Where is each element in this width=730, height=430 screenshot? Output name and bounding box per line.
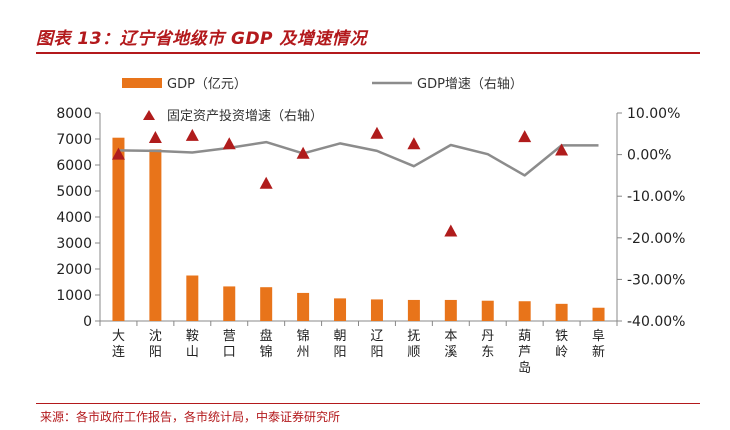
gdp-bar <box>186 275 199 321</box>
left-tick-label: 3000 <box>56 236 92 252</box>
left-tick-label: 8000 <box>56 106 92 122</box>
legend-growth-label: GDP增速（右轴） <box>417 77 523 92</box>
right-tick-label: -30.00% <box>627 272 685 288</box>
left-tick-label: 2000 <box>56 262 92 278</box>
gdp-bar <box>481 300 494 321</box>
investment-marker-series <box>111 126 569 237</box>
investment-growth-marker <box>148 130 162 143</box>
left-tick-label: 5000 <box>56 184 92 200</box>
category-label: 营口 <box>223 329 236 360</box>
category-label: 抚顺 <box>407 329 420 360</box>
investment-growth-marker <box>259 176 273 189</box>
growth-line-series <box>118 140 599 177</box>
gdp-bar <box>370 299 383 321</box>
investment-growth-marker <box>555 143 569 156</box>
right-tick-label: 0.00% <box>627 148 671 164</box>
category-label: 辽阳 <box>370 329 383 360</box>
gdp-bar <box>334 298 347 321</box>
gdp-bar <box>407 299 420 321</box>
left-tick-label: 7000 <box>56 132 92 148</box>
category-label: 朝阳 <box>334 329 347 360</box>
gdp-bar <box>149 149 162 321</box>
investment-growth-marker <box>185 128 199 141</box>
category-label: 阜新 <box>592 328 605 360</box>
category-label: 铁岭 <box>555 329 568 360</box>
legend-gdp-label: GDP（亿元） <box>167 77 247 92</box>
investment-growth-marker <box>222 137 236 150</box>
title-rule <box>36 52 700 54</box>
category-label: 鞍山 <box>186 328 199 360</box>
left-tick-label: 6000 <box>56 158 92 174</box>
left-tick-label: 0 <box>83 314 92 330</box>
gdp-bar <box>518 301 531 321</box>
source-note: 来源：各市政府工作报告，各市统计局，中泰证券研究所 <box>40 410 341 424</box>
legend-triangle-marker <box>143 110 155 120</box>
right-tick-label: -40.00% <box>627 314 685 330</box>
gdp-bar <box>444 299 457 321</box>
category-label: 大连 <box>112 329 125 360</box>
investment-growth-marker <box>370 126 384 139</box>
investment-growth-marker <box>444 224 458 237</box>
legend: GDP（亿元） GDP增速（右轴） 固定资产投资增速（右轴） <box>122 77 523 124</box>
category-label: 沈阳 <box>149 329 162 360</box>
investment-growth-marker <box>111 147 125 160</box>
category-label: 本溪 <box>444 329 457 360</box>
chart-title: 图表 13：辽宁省地级市 GDP 及增速情况 <box>36 29 367 49</box>
investment-growth-marker <box>518 130 532 143</box>
gdp-bar <box>112 137 125 321</box>
left-tick-label: 4000 <box>56 210 92 226</box>
right-tick-label: -10.00% <box>627 189 685 205</box>
gdp-bar <box>223 286 236 321</box>
gdp-bar <box>592 307 605 321</box>
category-label: 盘锦 <box>260 328 273 360</box>
source-rule <box>36 403 700 404</box>
legend-investment-label: 固定资产投资增速（右轴） <box>167 108 323 124</box>
category-label: 丹东 <box>481 329 494 360</box>
gdp-bar <box>555 303 568 321</box>
investment-growth-marker <box>407 137 421 150</box>
gdp-bar <box>297 292 310 321</box>
left-tick-label: 1000 <box>56 288 92 304</box>
category-label: 锦州 <box>297 329 310 360</box>
investment-growth-marker <box>296 146 310 159</box>
bar-series <box>112 137 605 321</box>
right-tick-label: 10.00% <box>627 106 680 122</box>
right-tick-label: -20.00% <box>627 231 685 247</box>
axes: 0 1000 2000 3000 4000 5000 6000 7000 8000 10.00% 0… <box>56 106 685 330</box>
legend-bar-swatch <box>122 78 162 88</box>
gdp-growth-line <box>118 140 599 177</box>
category-label: 葫芦岛 <box>518 329 531 376</box>
gdp-bar <box>260 287 273 321</box>
